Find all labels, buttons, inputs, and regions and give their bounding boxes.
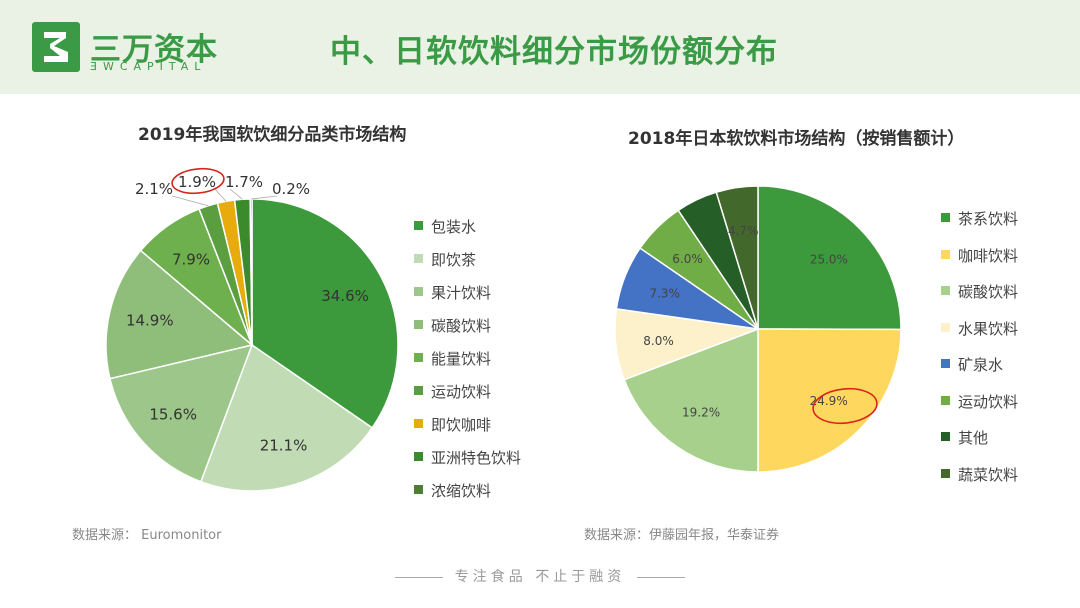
china-legend-swatch: [414, 287, 423, 296]
japan-slice-7: [715, 185, 759, 330]
header-bar: 三万资本 ƎWCAPITAL 中、日软饮料细分市场份额分布: [0, 0, 1080, 94]
china-slice-3: [105, 249, 254, 380]
china-legend-swatch: [414, 452, 423, 461]
logo-chinese-text: 三万资本: [90, 32, 218, 68]
japan-legend-swatch: [941, 286, 950, 295]
japan-data-source: 数据来源：伊藤园年报，华泰证券: [584, 528, 780, 543]
china-legend-label: 浓缩饮料: [431, 482, 492, 500]
japan-slice-label-4: 7.3%: [649, 287, 680, 301]
china-legend-label: 碳酸饮料: [431, 317, 492, 335]
china-leader-line-5: [171, 195, 209, 207]
china-legend-swatch: [414, 419, 423, 428]
china-slice-label-2: 15.6%: [149, 406, 197, 424]
china-legend-label: 果汁饮料: [431, 284, 492, 302]
china-legend-label: 包装水: [431, 218, 477, 236]
china-legend-swatch: [414, 320, 423, 329]
japan-legend-swatch: [941, 322, 950, 332]
slogan-right-rule: [637, 576, 686, 578]
china-slice-label-5: 2.1%: [135, 180, 173, 198]
china-slice-label-7: 1.7%: [225, 173, 263, 191]
china-slice-label-8: 0.2%: [272, 180, 310, 198]
japan-legend-swatch: [941, 432, 950, 441]
logo-english-text: ƎWCAPITAL: [90, 60, 207, 73]
china-data-source: 数据来源： Euromonitor: [72, 528, 222, 543]
china-slice-label-6: 1.9%: [178, 173, 216, 191]
japan-slice-label-3: 8.0%: [643, 334, 674, 348]
slogan-left-rule: [394, 576, 443, 578]
japan-legend-label: 碳酸饮料: [958, 283, 1019, 301]
page-title: 中、日软饮料细分市场份额分布: [330, 34, 778, 70]
japan-slice-1: [757, 328, 902, 473]
japan-legend-label: 蔬菜饮料: [958, 465, 1019, 484]
china-leader-line-8: [251, 195, 278, 200]
china-legend-label: 能量饮料: [431, 350, 492, 368]
japan-legend-label: 其他: [958, 429, 989, 447]
china-leader-line-6: [214, 188, 227, 202]
japan-legend-swatch: [941, 213, 950, 222]
japan-legend-swatch: [941, 468, 950, 478]
china-slice-label-0: 34.6%: [321, 287, 369, 305]
china-slice-label-1: 21.1%: [260, 436, 308, 454]
china-slice-label-4: 7.9%: [172, 250, 210, 268]
china-leader-line-7: [229, 188, 243, 200]
japan-slice-label-7: 4.7%: [728, 224, 759, 238]
japan-legend-swatch: [941, 395, 950, 405]
china-legend-label: 运动饮料: [431, 383, 492, 401]
china-slice-2: [109, 343, 254, 483]
japan-legend-label: 茶系饮料: [958, 210, 1019, 228]
sanwan-logo-icon: [32, 22, 80, 72]
japan-legend-label: 运动饮料: [958, 392, 1019, 411]
china-legend-swatch: [414, 353, 423, 362]
japan-legend-swatch: [941, 359, 950, 368]
japan-slice-label-5: 6.0%: [672, 252, 703, 266]
china-slice-label-3: 14.9%: [126, 311, 174, 329]
china-highlight-circle: [171, 167, 225, 195]
japan-slice-2: [623, 327, 759, 473]
japan-legend-swatch: [941, 249, 950, 259]
japan-highlight-circle: [812, 387, 878, 425]
japan-slice-label-2: 19.2%: [682, 405, 720, 419]
china-legend-swatch: [414, 221, 423, 230]
japan-legend-label: 水果饮料: [958, 319, 1019, 338]
footer-slogan: 专注食品 不止于融资: [0, 566, 1080, 586]
china-legend-label: 即饮茶: [431, 251, 477, 269]
japan-legend-label: 矿泉水: [958, 356, 1004, 374]
china-legend-label: 即饮咖啡: [431, 416, 492, 434]
china-legend-swatch: [414, 485, 423, 494]
china-legend-swatch: [414, 254, 423, 263]
china-chart-title: 2019年我国软饮细分品类市场结构: [138, 125, 407, 145]
china-legend-label: 亚洲特色饮料: [431, 449, 522, 467]
china-legend-swatch: [414, 386, 423, 395]
japan-legend-label: 咖啡饮料: [958, 246, 1019, 265]
japan-slice-0: [757, 185, 902, 331]
japan-chart-title: 2018年日本软饮料市场结构（按销售额计）: [628, 129, 965, 149]
slogan-text: 专注食品 不止于融资: [454, 569, 626, 585]
china-slice-1: [199, 343, 374, 492]
china-slice-0: [251, 198, 399, 429]
japan-slice-label-0: 25.0%: [810, 252, 848, 266]
